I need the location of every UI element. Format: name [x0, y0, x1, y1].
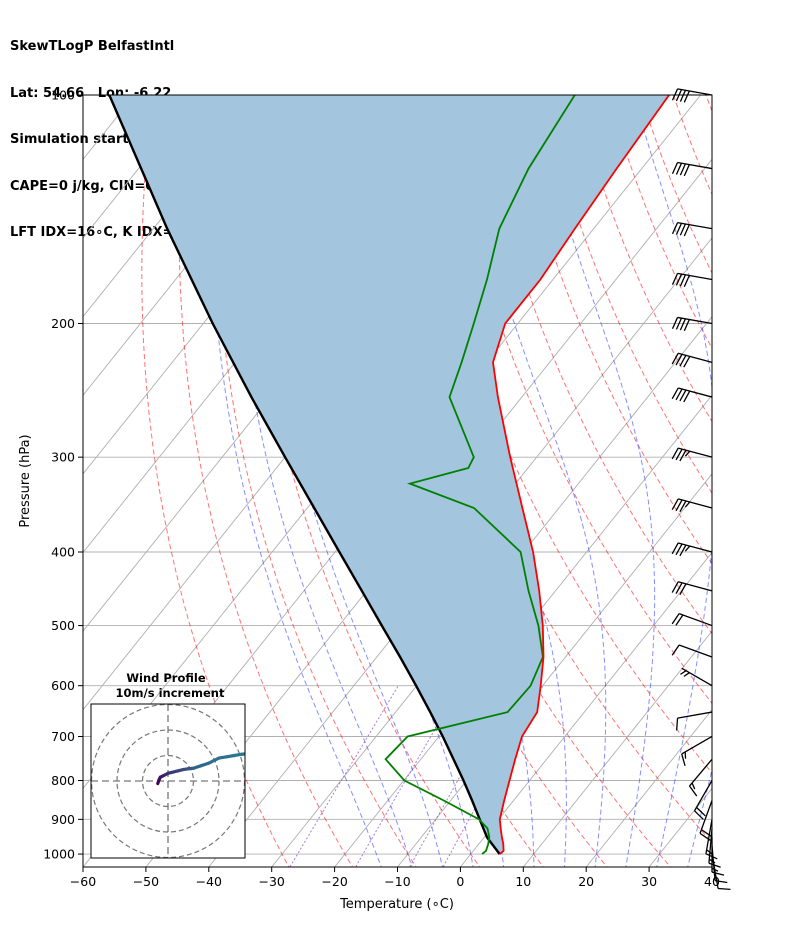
wind-barb: [671, 542, 713, 557]
hodograph-segment: [257, 755, 258, 756]
wind-barb: [699, 800, 713, 841]
hodograph-segment: [255, 754, 258, 755]
x-tick-label: −30: [259, 874, 285, 889]
x-tick-label: −10: [384, 874, 410, 889]
moist-adiabat: [211, 95, 382, 867]
isotherm-line: [83, 95, 261, 318]
moist-adiabat: [718, 95, 794, 870]
x-tick-label: 40: [704, 874, 720, 889]
x-tick-label: −40: [196, 874, 222, 889]
mixing-ratio-line: [409, 685, 512, 867]
hodograph-title: Wind Profile: [126, 671, 206, 685]
hodograph-frame: [90, 703, 246, 859]
wind-barb: [680, 667, 713, 687]
isotherm-line: [460, 551, 712, 867]
wind-barb: [671, 581, 713, 595]
wind-barb: [693, 780, 713, 820]
dry-adiabat: [672, 95, 712, 196]
wind-barb: [671, 161, 713, 177]
isotherm-line: [775, 95, 794, 867]
station-title: SkewTLogP BelfastIntl: [10, 39, 175, 54]
dry-adiabat: [477, 95, 712, 635]
wind-barb: [671, 221, 713, 237]
y-tick-label: 700: [51, 729, 75, 744]
isotherm-line: [83, 95, 198, 239]
y-tick-label: 300: [51, 450, 75, 465]
dry-adiabat: [141, 95, 290, 867]
isotherm-line: [0, 95, 72, 867]
dry-adiabat: [575, 95, 712, 423]
wind-barb: [681, 735, 713, 767]
wind-barb: [676, 711, 713, 731]
cape-shading: [109, 95, 670, 855]
dry-adiabat: [379, 95, 712, 844]
wind-barb: [671, 272, 713, 288]
x-tick-label: −50: [133, 874, 159, 889]
wind-barb: [671, 316, 713, 332]
y-axis-title: Pressure (hPa): [18, 434, 33, 527]
dry-adiabat: [739, 95, 794, 870]
x-tick-label: −20: [321, 874, 347, 889]
wind-barb: [688, 758, 713, 797]
wind-barb: [708, 828, 721, 868]
dry-adiabat: [542, 95, 712, 494]
y-tick-label: 100: [51, 88, 75, 103]
dry-adiabat: [607, 95, 712, 350]
hodograph-inset: Wind Profile 10m/s increment: [90, 671, 258, 859]
isotherm-line: [271, 315, 712, 867]
wind-barb: [671, 447, 713, 462]
dry-adiabat: [705, 95, 712, 113]
hodograph-segment: [252, 753, 255, 754]
parcel-profile-line: [108, 95, 501, 855]
y-tick-label: 800: [51, 773, 75, 788]
isotherm-line: [522, 630, 712, 867]
dry-adiabat: [640, 95, 712, 274]
x-tick-label: 10: [515, 874, 531, 889]
mixing-ratio-line: [289, 685, 399, 867]
x-tick-label: −60: [70, 874, 96, 889]
sounding-profiles: [108, 95, 670, 855]
wind-barb: [671, 352, 713, 368]
y-tick-label: 1000: [43, 847, 75, 862]
hodograph-subtitle: 10m/s increment: [116, 686, 225, 700]
moist-adiabat: [633, 95, 712, 867]
y-tick-label: 600: [51, 678, 75, 693]
x-tick-label: 20: [578, 874, 594, 889]
y-tick-label: 400: [51, 545, 75, 560]
axes: −60 −50 −40 −30 −20 −10 0 10 20 30 40 100 200 300 400 5…: [43, 88, 720, 890]
dry-adiabat: [771, 95, 794, 870]
wind-barb: [671, 644, 713, 658]
dry-adiabat: [248, 95, 481, 867]
y-tick-label: 900: [51, 812, 75, 827]
cape-shaded-area: [109, 95, 670, 855]
isotherm-line: [585, 709, 712, 867]
wind-barb: [671, 498, 713, 513]
x-tick-label: 30: [641, 874, 657, 889]
y-tick-label: 500: [51, 618, 75, 633]
dewpoint-profile-line: [384, 95, 576, 855]
moist-adiabat: [534, 95, 656, 867]
temperature-profile-line: [492, 95, 670, 855]
x-axis-title: Temperature (∘C): [339, 897, 454, 912]
y-tick-label: 200: [51, 316, 75, 331]
isotherm-line: [334, 394, 712, 867]
wind-barb: [671, 387, 713, 403]
isotherm-line: [208, 237, 712, 867]
isotherm-line: [711, 866, 712, 867]
wind-barbs: [671, 88, 731, 891]
x-tick-label: 0: [456, 874, 464, 889]
wind-barb: [711, 837, 725, 876]
moist-adiabat: [687, 768, 712, 867]
dry-adiabat: [214, 95, 417, 867]
wind-barb: [671, 612, 713, 627]
hodograph-trace: [156, 752, 258, 786]
